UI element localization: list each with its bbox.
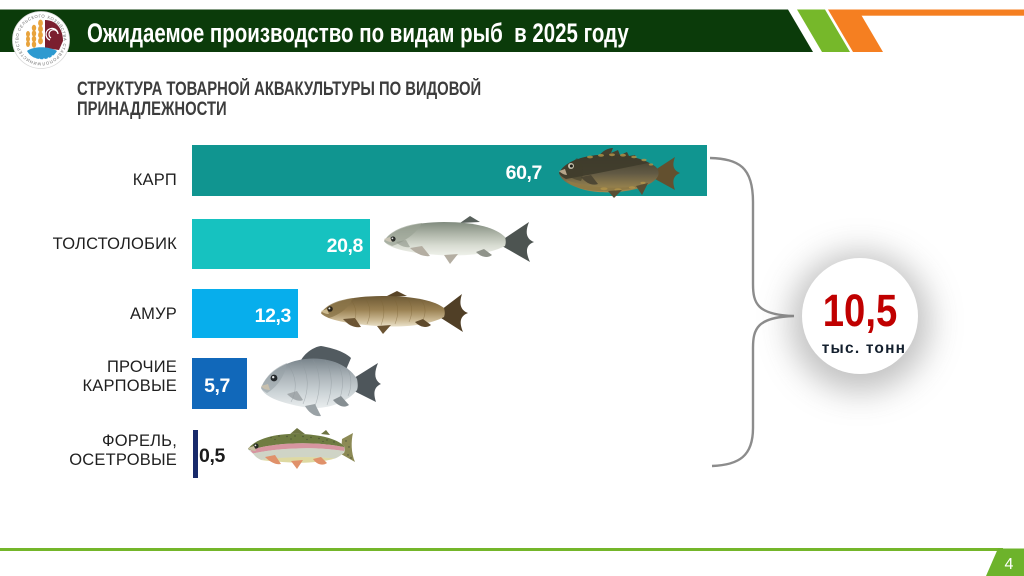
- svg-text:4: 4: [1005, 556, 1014, 573]
